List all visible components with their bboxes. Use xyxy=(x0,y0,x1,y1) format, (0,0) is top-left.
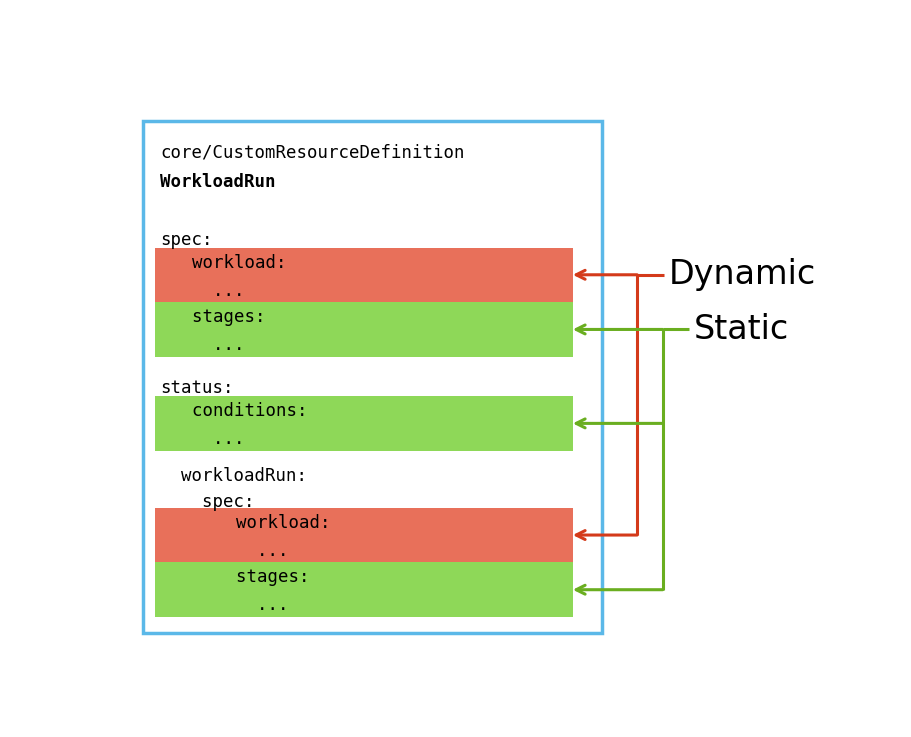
Bar xyxy=(155,508,572,562)
Text: ...: ... xyxy=(194,542,288,560)
Text: ...: ... xyxy=(170,335,244,354)
Bar xyxy=(155,562,572,618)
Bar xyxy=(143,121,601,633)
Text: workload:: workload: xyxy=(194,514,330,532)
Text: spec:: spec: xyxy=(160,231,213,249)
Text: ...: ... xyxy=(170,430,244,447)
Text: WorkloadRun: WorkloadRun xyxy=(160,173,276,191)
Text: status:: status: xyxy=(160,379,234,397)
Bar xyxy=(155,248,572,301)
Text: Static: Static xyxy=(693,313,788,346)
Text: workloadRun:: workloadRun: xyxy=(160,467,307,484)
Text: workload:: workload: xyxy=(170,254,286,272)
Text: stages:: stages: xyxy=(194,568,309,586)
Text: ...: ... xyxy=(194,596,288,614)
Text: core/CustomResourceDefinition: core/CustomResourceDefinition xyxy=(160,144,465,162)
Text: Dynamic: Dynamic xyxy=(668,258,815,291)
Bar xyxy=(155,396,572,451)
Text: spec:: spec: xyxy=(160,493,255,511)
Text: conditions:: conditions: xyxy=(170,402,307,420)
Bar xyxy=(155,301,572,357)
Text: ...: ... xyxy=(170,282,244,300)
Text: stages:: stages: xyxy=(170,308,265,326)
